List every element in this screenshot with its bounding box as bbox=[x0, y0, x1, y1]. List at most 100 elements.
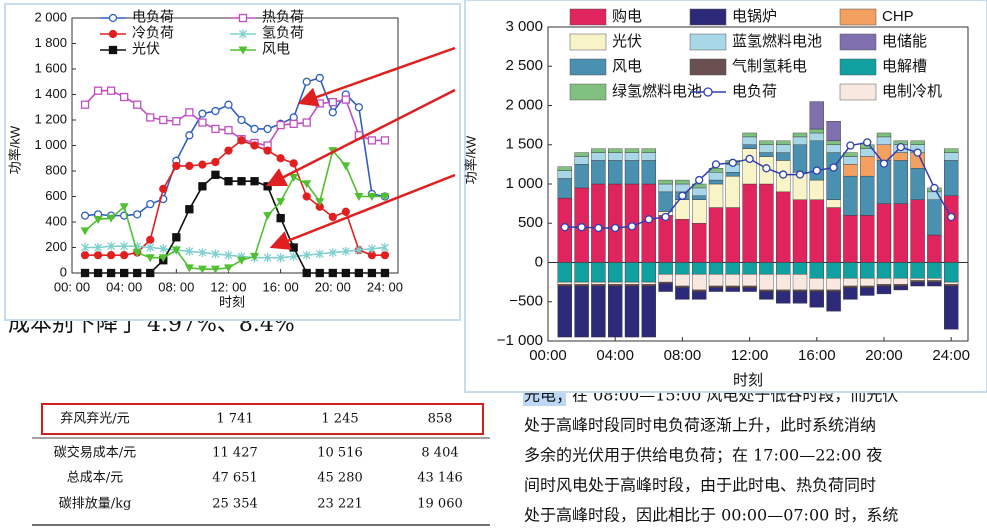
point bbox=[171, 246, 181, 255]
bar-segment bbox=[742, 183, 757, 263]
bar-segment bbox=[776, 262, 791, 275]
bar-segment bbox=[792, 262, 808, 275]
bar-segment bbox=[843, 278, 858, 287]
bar-segment bbox=[860, 262, 875, 279]
bar-segment bbox=[742, 144, 757, 149]
point bbox=[367, 244, 376, 254]
bar-segment bbox=[557, 262, 572, 283]
bar-segment bbox=[893, 203, 908, 263]
point bbox=[80, 100, 90, 109]
bar-segment bbox=[708, 285, 724, 288]
bar-segment bbox=[792, 132, 808, 138]
legend-label: 风电 bbox=[612, 58, 642, 75]
bar-segment bbox=[944, 148, 959, 153]
legend-swatch bbox=[569, 33, 607, 51]
point bbox=[211, 157, 220, 167]
bar-segment bbox=[557, 284, 572, 287]
legend-swatch bbox=[839, 8, 877, 26]
bar-segment bbox=[641, 160, 656, 185]
bar-segment bbox=[692, 289, 707, 292]
bar-segment bbox=[860, 175, 875, 216]
load-point bbox=[611, 223, 620, 233]
y-tick-label: −500 bbox=[509, 293, 543, 310]
point bbox=[108, 45, 118, 55]
bar-segment bbox=[893, 152, 908, 161]
legend-label: 热负荷 bbox=[262, 9, 304, 25]
bar-segment bbox=[809, 289, 824, 292]
bar-segment bbox=[574, 285, 589, 338]
y-tick-label: 1 000 bbox=[34, 137, 67, 152]
point bbox=[172, 161, 181, 171]
point bbox=[238, 13, 248, 23]
point bbox=[223, 264, 233, 273]
point bbox=[159, 115, 168, 125]
bar-segment bbox=[910, 278, 925, 281]
bar-segment bbox=[876, 132, 892, 138]
point bbox=[315, 198, 325, 207]
y-tick-label: 0 bbox=[60, 264, 67, 279]
point bbox=[184, 264, 194, 273]
bar-segment bbox=[893, 262, 908, 279]
bar-segment bbox=[927, 234, 942, 263]
y-tick-label: 1 400 bbox=[34, 86, 67, 101]
bar-segment bbox=[675, 287, 690, 300]
bar-segment bbox=[860, 287, 875, 296]
point bbox=[198, 118, 207, 127]
legend-label: 蓝氢燃料电池 bbox=[732, 32, 822, 50]
point bbox=[93, 86, 103, 95]
point bbox=[224, 177, 233, 186]
table-cell: 弃风弃光/元 bbox=[60, 412, 129, 427]
point bbox=[276, 198, 286, 207]
load-point bbox=[812, 166, 821, 175]
table-cell: 11 427 bbox=[212, 446, 258, 461]
bar-segment bbox=[641, 262, 656, 283]
load-point bbox=[745, 154, 754, 164]
point bbox=[133, 100, 142, 109]
bar-segment bbox=[742, 287, 757, 292]
y-tick-label: 2 500 bbox=[505, 57, 543, 74]
bar-segment bbox=[725, 172, 740, 177]
bar-segment bbox=[591, 285, 606, 338]
legend-label: 光伏 bbox=[612, 33, 642, 50]
bar-segment bbox=[725, 285, 740, 288]
bar-segment bbox=[792, 289, 808, 292]
point bbox=[380, 250, 390, 260]
bar-segment bbox=[792, 274, 808, 291]
point bbox=[211, 106, 220, 116]
bar-segment bbox=[557, 170, 572, 179]
x-tick-label: 12:00 bbox=[731, 347, 769, 364]
bar-segment bbox=[876, 284, 892, 287]
bar-segment bbox=[675, 219, 690, 263]
point bbox=[106, 214, 116, 223]
point bbox=[120, 92, 129, 102]
series-line bbox=[84, 148, 385, 270]
bar-segment bbox=[658, 191, 673, 212]
bar-segment bbox=[876, 278, 892, 285]
legend-label: 风电 bbox=[262, 41, 290, 57]
bar-segment bbox=[759, 140, 774, 145]
bar-segment bbox=[708, 262, 724, 275]
point bbox=[239, 29, 247, 39]
table-cell: 1 741 bbox=[216, 412, 253, 427]
x-tick-label: 00:00 bbox=[529, 347, 567, 364]
bar-segment bbox=[910, 262, 925, 279]
point bbox=[302, 250, 311, 260]
bar-segment bbox=[742, 285, 757, 288]
load-point bbox=[779, 170, 788, 179]
bar-segment bbox=[843, 215, 858, 263]
bar-segment bbox=[708, 274, 724, 287]
bar-segment bbox=[776, 274, 791, 291]
point bbox=[211, 170, 220, 179]
bar-segment bbox=[624, 281, 640, 285]
point bbox=[289, 119, 298, 128]
bar-segment bbox=[591, 148, 606, 153]
y-tick-label: 200 bbox=[45, 239, 67, 254]
legend-swatch bbox=[689, 8, 727, 26]
point bbox=[367, 136, 377, 145]
point bbox=[185, 161, 194, 171]
paragraph: 光电；在 08:00—15:00 风电处于低谷时段，而光伏处于高峰时段同时电负荷… bbox=[524, 386, 898, 525]
bar-segment bbox=[792, 136, 808, 145]
load-point bbox=[896, 142, 905, 152]
point bbox=[328, 108, 337, 117]
load-point bbox=[879, 159, 889, 168]
